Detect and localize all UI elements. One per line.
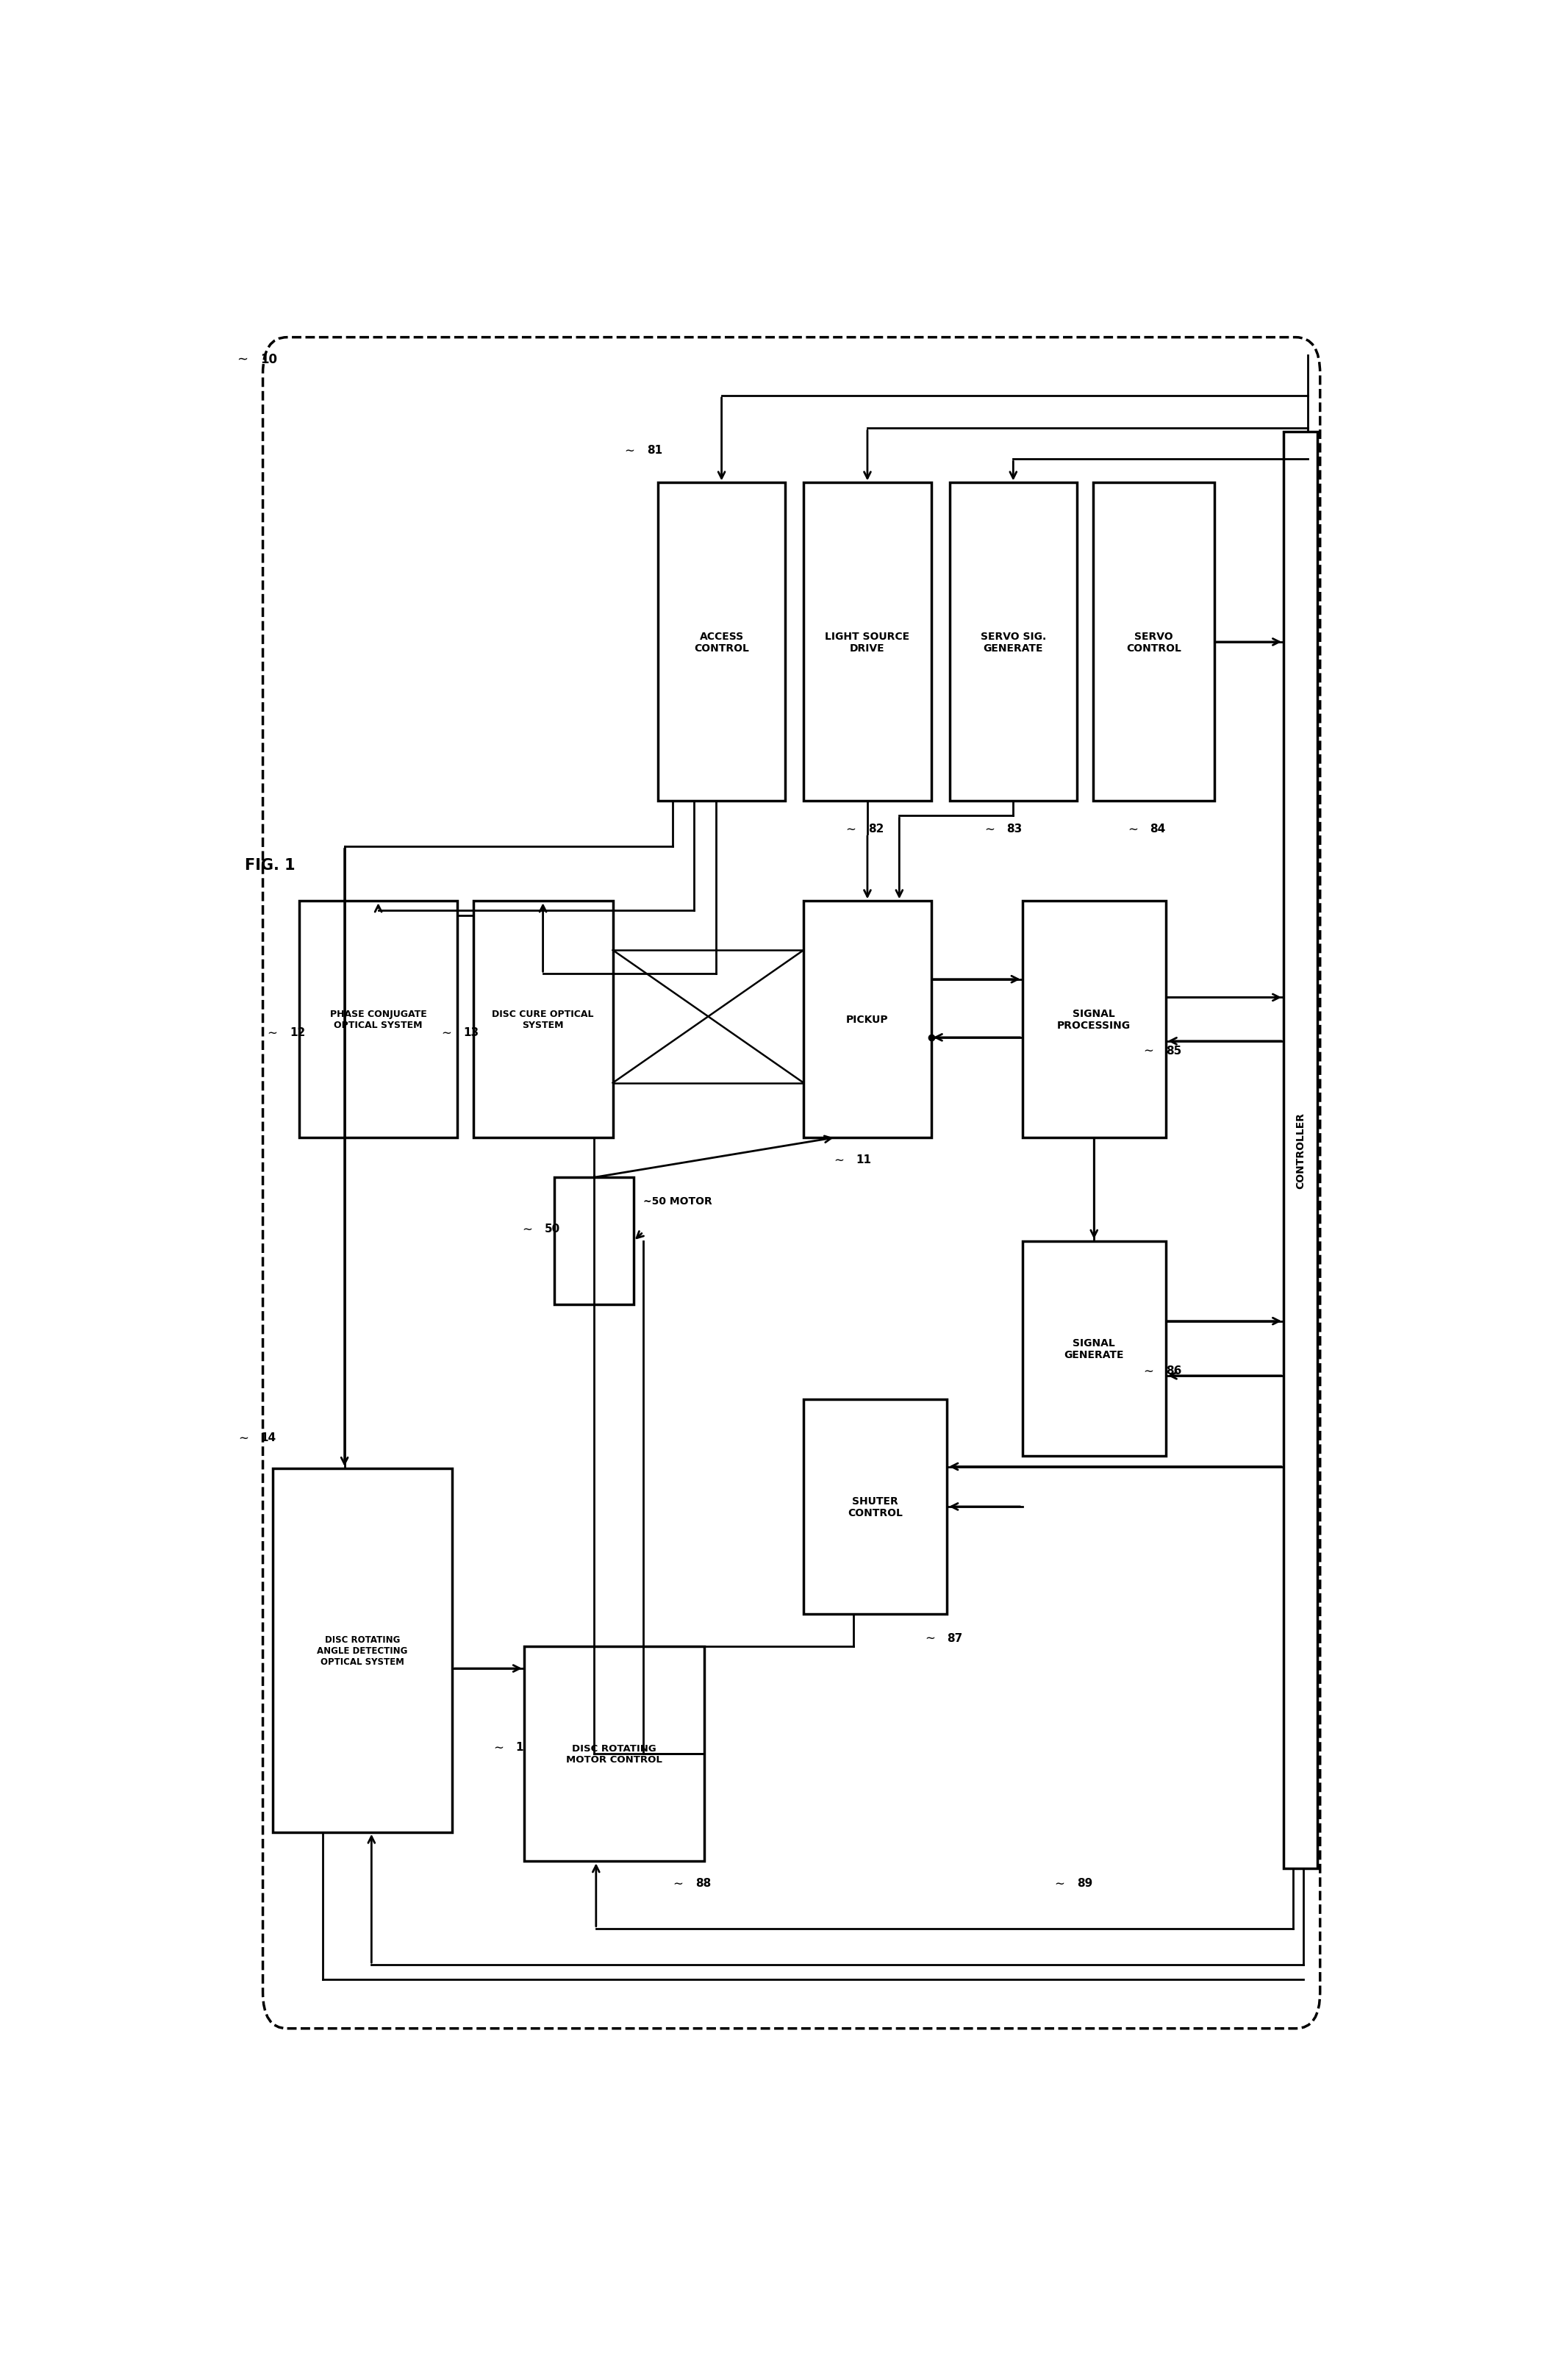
Text: 81: 81 bbox=[648, 446, 662, 456]
Text: ∼: ∼ bbox=[834, 1152, 844, 1166]
Text: 84: 84 bbox=[1149, 824, 1165, 833]
Text: ∼: ∼ bbox=[1127, 822, 1138, 836]
Text: PICKUP: PICKUP bbox=[847, 1015, 889, 1025]
Text: 89: 89 bbox=[1077, 1877, 1093, 1889]
Text: 1: 1 bbox=[516, 1742, 524, 1752]
Text: 13: 13 bbox=[464, 1027, 478, 1039]
Text: FIG. 1: FIG. 1 bbox=[245, 857, 295, 874]
Text: ∼: ∼ bbox=[845, 822, 856, 836]
Text: SIGNAL
GENERATE: SIGNAL GENERATE bbox=[1065, 1339, 1124, 1360]
Bar bbox=[1284, 432, 1317, 1868]
Bar bbox=[803, 1400, 947, 1615]
Text: ∼: ∼ bbox=[494, 1740, 503, 1754]
Text: ∼: ∼ bbox=[925, 1631, 935, 1643]
Text: LIGHT SOURCE
DRIVE: LIGHT SOURCE DRIVE bbox=[825, 630, 909, 654]
Text: 14: 14 bbox=[260, 1433, 276, 1443]
Text: ACCESS
CONTROL: ACCESS CONTROL bbox=[695, 630, 750, 654]
Bar bbox=[1022, 902, 1165, 1138]
Text: SIGNAL
PROCESSING: SIGNAL PROCESSING bbox=[1057, 1008, 1131, 1032]
Text: 87: 87 bbox=[947, 1631, 963, 1643]
Text: 85: 85 bbox=[1165, 1046, 1181, 1055]
Text: ∼: ∼ bbox=[1143, 1044, 1154, 1058]
Text: ∼: ∼ bbox=[522, 1223, 533, 1235]
Text: ∼: ∼ bbox=[985, 822, 994, 836]
Bar bbox=[299, 902, 458, 1138]
Text: ∼: ∼ bbox=[624, 444, 635, 458]
Text: DISC ROTATING
MOTOR CONTROL: DISC ROTATING MOTOR CONTROL bbox=[566, 1745, 662, 1764]
Text: DISC CURE OPTICAL
SYSTEM: DISC CURE OPTICAL SYSTEM bbox=[492, 1008, 594, 1029]
Text: ∼: ∼ bbox=[1143, 1365, 1154, 1376]
Text: 50: 50 bbox=[544, 1223, 560, 1235]
Bar bbox=[950, 484, 1077, 800]
Text: ∼: ∼ bbox=[673, 1877, 684, 1889]
Bar bbox=[1093, 484, 1214, 800]
Text: ∼: ∼ bbox=[238, 1431, 248, 1445]
Text: 12: 12 bbox=[290, 1027, 306, 1039]
Text: DISC ROTATING
ANGLE DETECTING
OPTICAL SYSTEM: DISC ROTATING ANGLE DETECTING OPTICAL SY… bbox=[317, 1634, 408, 1667]
Text: ∼: ∼ bbox=[237, 354, 248, 366]
Text: 83: 83 bbox=[1007, 824, 1022, 833]
Text: CONTROLLER: CONTROLLER bbox=[1295, 1112, 1306, 1188]
Text: 82: 82 bbox=[869, 824, 884, 833]
Text: ~50 MOTOR: ~50 MOTOR bbox=[643, 1197, 712, 1206]
Bar bbox=[803, 902, 931, 1138]
Bar bbox=[474, 902, 613, 1138]
Text: PHASE CONJUGATE
OPTICAL SYSTEM: PHASE CONJUGATE OPTICAL SYSTEM bbox=[329, 1008, 426, 1029]
Text: SERVO
CONTROL: SERVO CONTROL bbox=[1126, 630, 1181, 654]
Text: 88: 88 bbox=[696, 1877, 710, 1889]
Text: 86: 86 bbox=[1165, 1365, 1181, 1376]
Text: 10: 10 bbox=[260, 354, 278, 366]
Text: ∼: ∼ bbox=[441, 1025, 452, 1039]
Bar bbox=[1022, 1242, 1165, 1457]
Bar bbox=[659, 484, 786, 800]
Text: 11: 11 bbox=[856, 1155, 872, 1164]
Bar bbox=[555, 1178, 633, 1306]
Text: ∼: ∼ bbox=[1055, 1877, 1065, 1889]
Bar bbox=[524, 1648, 704, 1860]
Bar bbox=[273, 1469, 453, 1832]
Bar bbox=[803, 484, 931, 800]
Text: ∼: ∼ bbox=[267, 1025, 278, 1039]
Text: SHUTER
CONTROL: SHUTER CONTROL bbox=[848, 1497, 903, 1518]
Text: SERVO SIG.
GENERATE: SERVO SIG. GENERATE bbox=[980, 630, 1046, 654]
